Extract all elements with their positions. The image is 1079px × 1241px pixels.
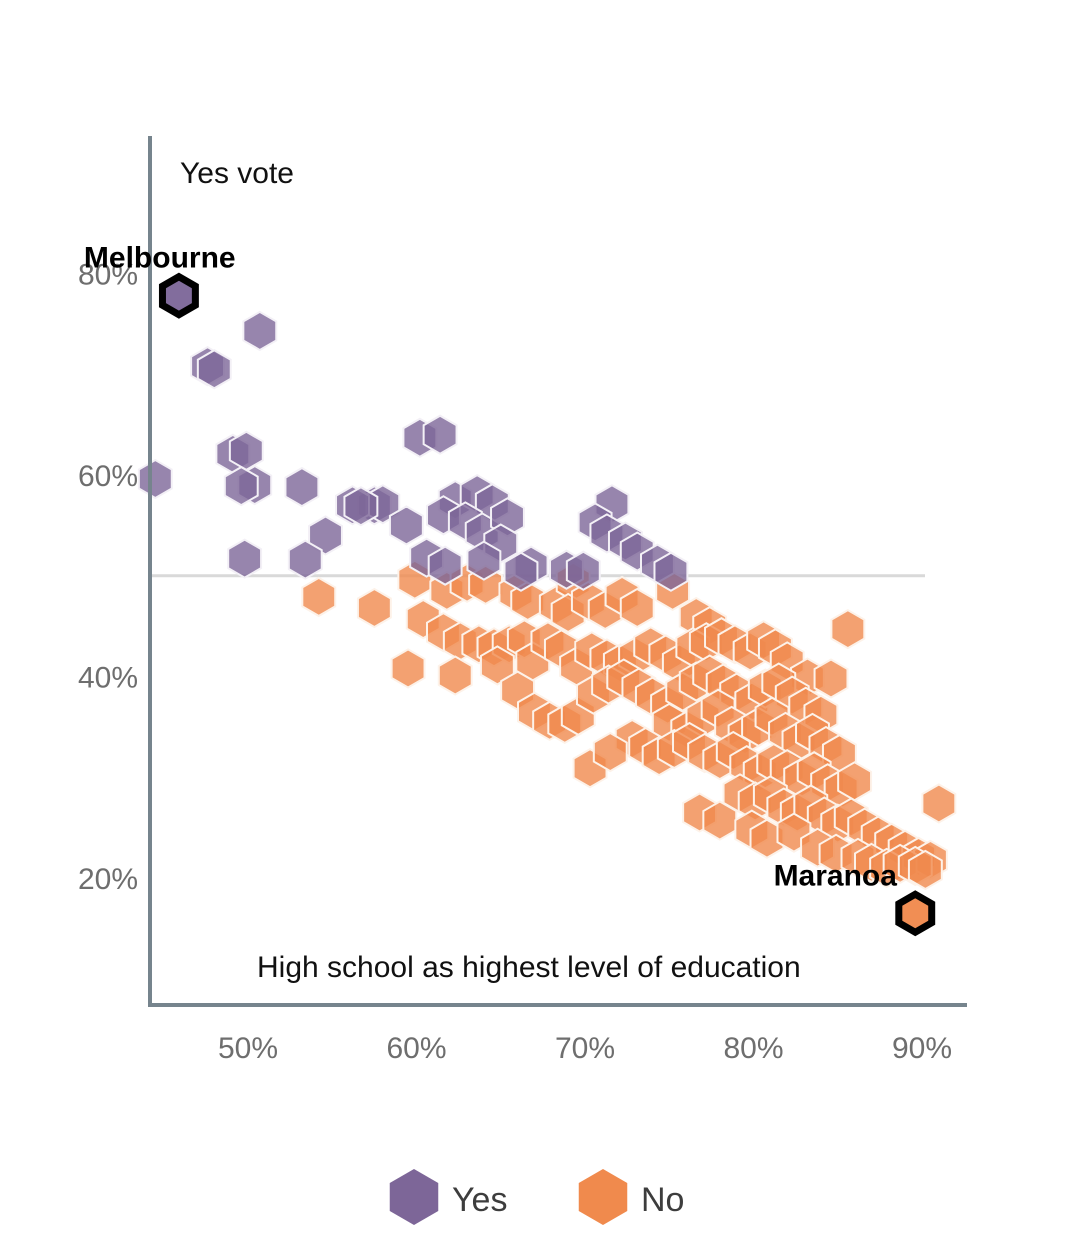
data-point-yes[interactable] [242, 310, 278, 352]
data-point-yes[interactable] [466, 540, 502, 581]
data-point-no[interactable] [510, 580, 546, 622]
legend-item-no[interactable]: No [578, 1169, 685, 1225]
data-point-no[interactable] [437, 655, 473, 696]
series-yes-points [137, 275, 689, 592]
data-point-yes[interactable] [343, 486, 379, 527]
data-point-no[interactable] [390, 648, 426, 689]
data-point-yes[interactable] [565, 550, 601, 591]
legend-label-no: No [641, 1181, 684, 1219]
data-point-no[interactable] [907, 849, 943, 891]
data-point-yes[interactable] [422, 414, 458, 455]
x-axis-title: High school as highest level of educatio… [257, 951, 801, 984]
x-tick-label: 90% [892, 1032, 952, 1065]
y-tick-label: 20% [78, 863, 138, 896]
data-point-no[interactable] [356, 587, 392, 629]
data-point-yes[interactable] [223, 465, 259, 507]
x-tick-label: 80% [723, 1032, 783, 1065]
data-point-no[interactable] [619, 587, 655, 629]
data-point-no[interactable] [813, 658, 849, 699]
data-point-yes[interactable] [653, 551, 689, 592]
x-tick-label: 60% [386, 1032, 446, 1065]
x-tick-label: 50% [218, 1032, 278, 1065]
data-point-yes[interactable] [284, 466, 320, 508]
annotation-group: Melbourne Maranoa [84, 242, 936, 937]
x-axis-tick-labels: 50% 60% 70% 80% 90% [218, 1032, 952, 1065]
legend-label-yes: Yes [452, 1181, 507, 1219]
data-point-yes[interactable] [503, 551, 539, 592]
data-point-no[interactable] [830, 608, 866, 650]
y-tick-label: 40% [78, 662, 138, 695]
data-point-yes[interactable] [196, 349, 232, 390]
data-point-yes[interactable] [388, 505, 424, 546]
legend: Yes No [389, 1169, 685, 1225]
data-point-yes[interactable] [308, 515, 343, 556]
highlighted-point-melbourne[interactable] [158, 272, 199, 319]
data-point-no[interactable] [592, 731, 628, 773]
y-axis-title: Yes vote [180, 157, 294, 190]
legend-item-yes[interactable]: Yes [389, 1169, 508, 1225]
data-point-yes[interactable] [137, 458, 173, 500]
highlighted-point-maranoa[interactable] [895, 890, 936, 937]
x-tick-label: 70% [555, 1032, 615, 1065]
data-point-no[interactable] [921, 783, 957, 824]
y-axis-tick-labels: 20% 40% 60% 80% [78, 259, 138, 897]
data-point-no[interactable] [301, 576, 337, 618]
data-point-yes[interactable] [228, 430, 264, 471]
legend-swatch-no-icon [578, 1169, 628, 1225]
annotation-label-melbourne: Melbourne [84, 242, 236, 275]
data-point-no[interactable] [479, 645, 515, 686]
legend-swatch-yes-icon [389, 1169, 439, 1225]
annotation-label-maranoa: Maranoa [774, 859, 898, 892]
y-tick-label: 80% [78, 259, 138, 292]
data-point-yes[interactable] [427, 545, 463, 586]
data-point-yes[interactable] [287, 539, 323, 580]
data-point-no[interactable] [702, 800, 738, 841]
data-point-yes[interactable] [227, 538, 263, 579]
y-tick-label: 60% [78, 460, 138, 493]
data-point-no[interactable] [837, 761, 873, 802]
